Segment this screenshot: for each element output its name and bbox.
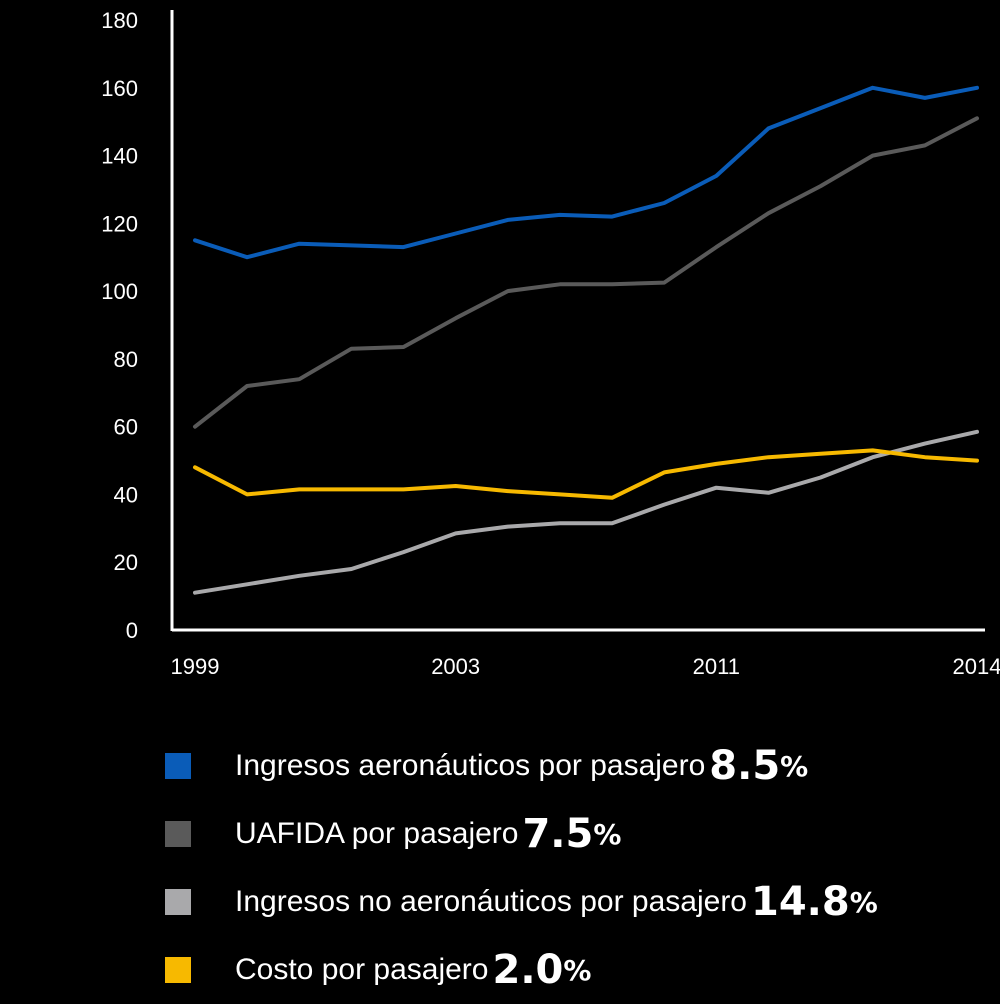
series-line [193, 429, 979, 595]
x-tick-label: 1999 [171, 654, 220, 679]
series-line [193, 85, 979, 260]
y-tick-label: 100 [101, 279, 138, 304]
legend-item-ingresos-aeronauticos: Ingresos aeronáuticos por pasajero 8.5 % [165, 732, 985, 800]
y-tick-label: 180 [101, 8, 138, 33]
y-tick-label: 80 [114, 347, 138, 372]
legend-value: 2.0 [492, 947, 564, 993]
legend-item-uafida: UAFIDA por pasajero 7.5 % [165, 800, 985, 868]
legend: Ingresos aeronáuticos por pasajero 8.5 %… [165, 732, 985, 1004]
y-tick-label: 20 [114, 550, 138, 575]
y-tick-label: 120 [101, 211, 138, 236]
y-tick-label: 0 [126, 618, 138, 643]
y-axis-ticks: 0 20 40 60 80 100 120 140 160 180 [101, 8, 138, 643]
legend-label: UAFIDA por pasajero [235, 817, 519, 850]
y-tick-label: 60 [114, 415, 138, 440]
legend-value: 7.5 [522, 811, 594, 857]
series-line [193, 116, 979, 429]
line-chart: 0 20 40 60 80 100 120 140 160 180 1999 2003 2011 201… [101, 8, 1000, 679]
legend-value: 14.8 [751, 879, 850, 925]
series-lines [193, 85, 979, 595]
x-tick-label: 2011 [693, 654, 740, 679]
legend-label: Costo por pasajero [235, 953, 489, 986]
x-axis-ticks: 1999 2003 2011 2014 [171, 654, 1000, 679]
legend-swatch [165, 753, 191, 779]
y-tick-label: 40 [114, 482, 138, 507]
legend-percent: % [593, 817, 622, 851]
legend-swatch [165, 821, 191, 847]
x-tick-label: 2003 [431, 654, 480, 679]
legend-label: Ingresos aeronáuticos por pasajero [235, 749, 706, 782]
legend-item-ingresos-no-aeronauticos: Ingresos no aeronáuticos por pasajero 14… [165, 868, 985, 936]
legend-swatch [165, 889, 191, 915]
y-tick-label: 160 [101, 76, 138, 101]
legend-percent: % [563, 953, 592, 987]
y-tick-label: 140 [101, 144, 138, 169]
x-tick-label: 2014 [953, 654, 1000, 679]
legend-percent: % [780, 749, 809, 783]
legend-item-costo: Costo por pasajero 2.0 % [165, 936, 985, 1004]
legend-value: 8.5 [709, 743, 781, 789]
series-line [193, 448, 979, 500]
legend-label: Ingresos no aeronáuticos por pasajero [235, 885, 747, 918]
legend-percent: % [849, 885, 878, 919]
legend-swatch [165, 957, 191, 983]
